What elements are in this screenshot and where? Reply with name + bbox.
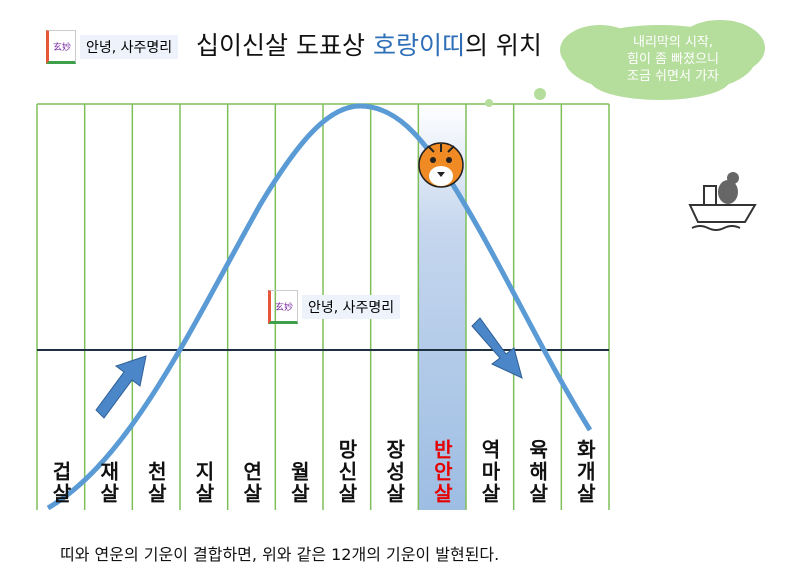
- bubble-line: 조금 쉬면서 가자: [627, 69, 719, 84]
- column-label: 반안살: [429, 439, 454, 505]
- column-label: 천살: [143, 461, 168, 505]
- logo: 玄妙 안녕, 사주명리: [46, 30, 179, 64]
- column-label: 망신살: [334, 439, 359, 505]
- down-arrow: [471, 317, 523, 379]
- column-label: 연살: [239, 461, 264, 505]
- footer: 띠와 연운의 기운이 결합하면, 위와 같은 12개의 기운이 발현된다.: [60, 545, 500, 564]
- logo-text: 안녕, 사주명리: [80, 35, 179, 59]
- column-label: 재살: [96, 461, 121, 505]
- bubble-line: 내리막의 시작,: [632, 35, 714, 50]
- title-highlight: 호랑이띠: [372, 31, 465, 60]
- logo-text: 안녕, 사주명리: [302, 295, 401, 319]
- column-label: 지살: [191, 461, 216, 505]
- column-label: 역마살: [477, 439, 502, 505]
- title: 십이신살 도표상 호랑이띠의 위치: [196, 26, 542, 62]
- column-label: 장성살: [382, 439, 407, 505]
- ship-icon: [688, 172, 757, 231]
- up-arrow: [95, 355, 147, 419]
- column-label: 육해살: [525, 439, 550, 505]
- column-label: 화개살: [572, 439, 597, 505]
- bubble-line: 힘이 좀 빠졌으니: [627, 52, 719, 67]
- logo-mark: 玄妙: [268, 290, 298, 324]
- watermark: 玄妙 안녕, 사주명리: [268, 290, 401, 324]
- tiger-icon: [418, 142, 464, 188]
- curve: [46, 103, 593, 511]
- title-suffix: 의 위치: [464, 31, 542, 60]
- column-label: 월살: [286, 461, 311, 505]
- title-prefix: 십이신살 도표상: [196, 31, 365, 60]
- logo-mark: 玄妙: [46, 30, 76, 64]
- column-label: 겁살: [48, 461, 73, 505]
- thought-cloud: [485, 20, 765, 107]
